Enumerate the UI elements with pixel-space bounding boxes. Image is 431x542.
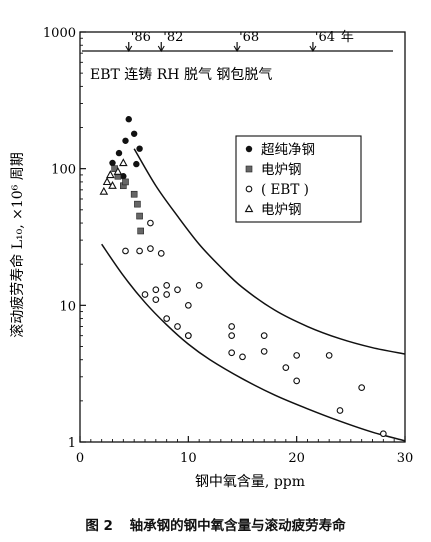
plot-frame <box>79 31 406 443</box>
y-tick-label: 1000 <box>43 26 76 41</box>
timeline-year-label: '64 <box>315 30 335 45</box>
legend-open-circle-icon <box>245 185 253 193</box>
figure-number: 图 2 <box>85 518 113 534</box>
upper-bound-curve <box>133 148 406 355</box>
series-2-point <box>163 291 171 298</box>
data-points <box>99 116 387 438</box>
series-2-point <box>157 250 165 257</box>
timeline-arrow-head <box>233 45 241 53</box>
y-tick-label: 1 <box>68 436 76 451</box>
timeline-arrow-head <box>157 45 165 53</box>
series-2-point <box>260 348 268 355</box>
series-2-point <box>147 245 154 252</box>
y-axis-label: 滚动疲劳寿命 L₁₀, ×10⁶ 周期 <box>9 152 26 337</box>
series-2-point <box>282 364 290 371</box>
series-2-point <box>336 407 344 414</box>
series-0-point <box>133 160 140 168</box>
x-tick-label: 0 <box>76 451 84 466</box>
x-tick-label: 20 <box>288 451 305 466</box>
legend-item-label: ( EBT ) <box>261 182 309 198</box>
y-tick-label: 100 <box>51 163 76 178</box>
series-2-point <box>195 282 203 289</box>
series-2-point <box>122 247 129 255</box>
series-2-point <box>228 323 236 330</box>
timeline-unit-label: 年 <box>341 30 354 45</box>
legend-item-label: 电炉钢 <box>261 162 302 178</box>
series-2-point <box>228 332 236 340</box>
axis-ticks: 1 10 100 1000 0 10 20 30 <box>43 26 413 466</box>
series-2-point <box>184 332 192 340</box>
series-2-point <box>136 247 143 255</box>
series-3-point <box>119 158 128 167</box>
series-2-point <box>260 332 268 340</box>
x-axis-label: 钢中氧含量, ppm <box>195 474 305 490</box>
series-2-point <box>293 352 301 359</box>
series-2-point <box>147 219 154 227</box>
series-0-point <box>122 137 129 144</box>
series-0-point <box>130 130 138 137</box>
series-2-point <box>152 286 160 294</box>
series-0-point <box>109 159 116 167</box>
figure-title: 轴承钢的钢中氧含量与滚动疲劳寿命 <box>129 518 346 534</box>
timeline-year-label: '68 <box>239 30 259 45</box>
series-2-point <box>358 384 366 391</box>
series-2-point <box>184 301 192 309</box>
legend-item-label: 电炉钢 <box>261 202 302 218</box>
legend-gray-square-icon <box>245 165 253 173</box>
x-tick-label: 30 <box>397 451 414 466</box>
series-2-point <box>174 323 181 330</box>
series-2-point <box>174 286 181 294</box>
series-2-point <box>163 315 171 322</box>
series-3-point <box>102 177 112 186</box>
timeline-year-label: '82 <box>163 30 183 45</box>
series-1-point <box>134 200 141 208</box>
x-tick-label: 10 <box>180 451 197 466</box>
lower-bound-curve <box>101 243 406 442</box>
series-2-point <box>163 282 171 289</box>
series-1-point <box>136 212 143 220</box>
series-2-point <box>293 377 301 385</box>
timeline-year-label: '86 <box>131 30 151 45</box>
series-2-point <box>228 349 236 357</box>
legend-item-label: 超纯净钢 <box>261 142 315 158</box>
legend-box <box>235 135 362 223</box>
timeline-arrow-head <box>125 45 133 53</box>
legend-open-triangle-icon <box>244 204 254 213</box>
series-0-point <box>136 145 143 152</box>
series-0-point <box>125 116 132 123</box>
figure-caption: 图 2 轴承钢的钢中氧含量与滚动疲劳寿命 <box>0 514 431 534</box>
series-3-point <box>106 170 115 179</box>
series-1-point <box>122 178 129 186</box>
series-2-point <box>141 291 149 298</box>
series-2-point <box>152 296 160 304</box>
series-2-point <box>325 352 333 359</box>
series-0-point <box>115 149 123 157</box>
plot-axes <box>79 31 406 443</box>
series-3-point <box>99 186 109 195</box>
y-tick-label: 10 <box>59 299 76 314</box>
series-1-point <box>137 227 144 235</box>
series-2-point <box>379 430 387 438</box>
series-2-point <box>239 353 246 361</box>
series-1-point <box>130 190 138 198</box>
series-3-point <box>113 166 123 175</box>
series-3-point <box>108 180 117 189</box>
chart-canvas: 1 10 100 1000 0 10 20 30 '86 '82 '68 '64 年 EBT 连铸 RH… <box>9 26 413 490</box>
process-label: EBT 连铸 RH 脱气 钢包脱气 <box>90 67 272 83</box>
bound-curves <box>101 148 406 442</box>
timeline: '86 '82 '68 '64 年 EBT 连铸 RH 脱气 钢包脱气 <box>82 30 393 83</box>
timeline-arrow-head <box>309 45 317 53</box>
legend-filled-circle-icon <box>245 145 253 153</box>
